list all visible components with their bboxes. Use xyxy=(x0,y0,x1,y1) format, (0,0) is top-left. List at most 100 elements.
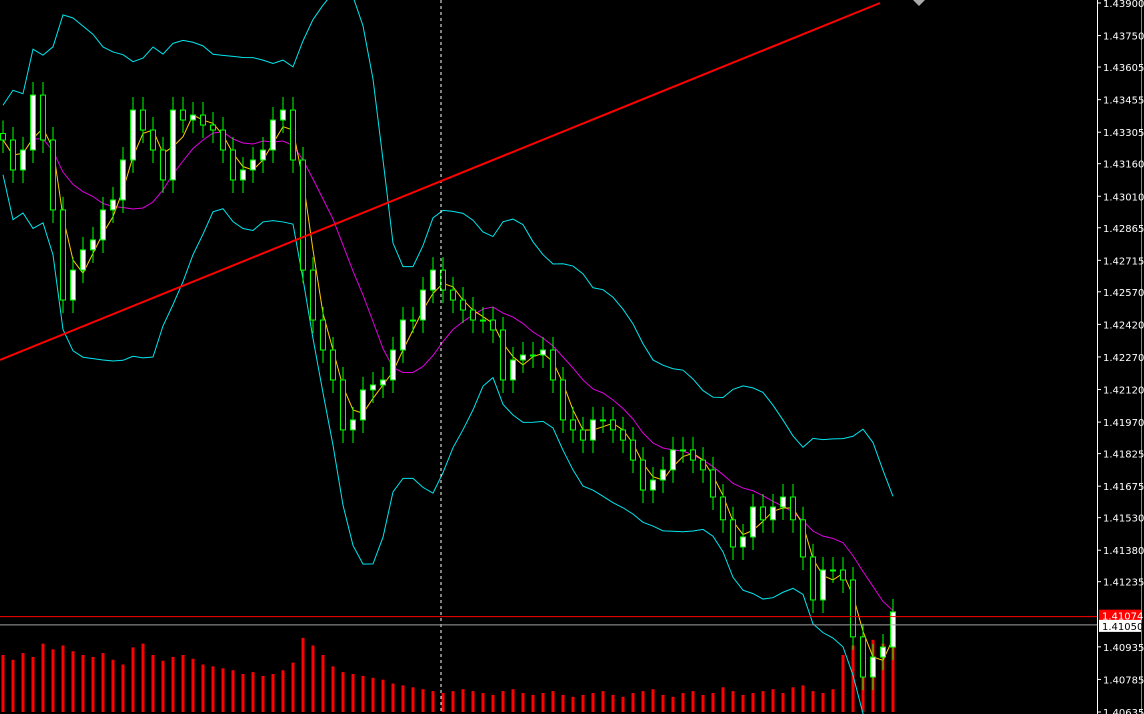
volume-bar xyxy=(811,691,815,712)
candle-body xyxy=(390,349,396,381)
candle-body xyxy=(460,299,466,311)
candle-body xyxy=(180,109,186,121)
candle-body xyxy=(300,159,306,271)
candle-body xyxy=(840,569,846,581)
axis-ticks: 1.43900 1.43750 1.43605 1.43455 1.43305 1.431… xyxy=(1097,0,1144,714)
volume-bars xyxy=(1,626,895,712)
candle-body xyxy=(70,269,76,301)
candle-body xyxy=(890,611,896,648)
candle-body xyxy=(640,459,646,491)
volume-bar xyxy=(641,691,645,712)
candle-body xyxy=(130,109,136,161)
axis-tick-label: 1.41380 xyxy=(1103,546,1144,557)
candle-body xyxy=(170,109,176,181)
volume-bar xyxy=(851,645,855,712)
volume-bar xyxy=(501,691,505,712)
candle-body xyxy=(540,349,546,356)
candle-body xyxy=(520,354,526,361)
volume-bar xyxy=(351,674,355,712)
candle-body xyxy=(810,556,816,601)
volume-bar xyxy=(491,694,495,712)
candle-body xyxy=(30,94,36,151)
volume-bar xyxy=(571,696,575,712)
candle-body xyxy=(870,656,876,678)
bid-label-bg xyxy=(1099,619,1141,632)
axis-tick-label: 1.41825 xyxy=(1103,450,1144,461)
candle-body xyxy=(780,496,786,508)
candle-body xyxy=(760,506,766,521)
candle-body xyxy=(90,239,96,251)
candle-body xyxy=(10,139,16,171)
trendline[interactable] xyxy=(0,2,881,361)
candle-body xyxy=(350,419,356,431)
candle-body xyxy=(580,429,586,441)
hline-price-label: 1.41074 xyxy=(1102,612,1143,623)
volume-bar xyxy=(191,658,195,712)
candle-body xyxy=(370,384,376,391)
bollinger-upper xyxy=(2,0,894,497)
candle-body xyxy=(530,354,536,357)
volume-bar xyxy=(11,659,15,712)
candle-body xyxy=(140,109,146,131)
candle-body xyxy=(570,419,576,431)
candle-body xyxy=(790,496,796,521)
candle-body xyxy=(0,133,6,141)
volume-bar xyxy=(431,691,435,712)
volume-bar xyxy=(531,694,535,712)
axis-tick-label: 1.43160 xyxy=(1103,160,1144,171)
volume-bar xyxy=(841,655,845,712)
candle-body xyxy=(750,506,756,538)
volume-bar xyxy=(421,689,425,712)
candle-body xyxy=(50,139,56,211)
volume-bar xyxy=(151,655,155,712)
candle-body xyxy=(770,506,776,521)
volume-bar xyxy=(681,693,685,712)
volume-bar xyxy=(521,693,525,712)
fast-moving-average xyxy=(2,114,894,662)
candle-body xyxy=(190,114,196,121)
candle-body xyxy=(600,419,606,422)
moving-average xyxy=(2,131,894,612)
candle-body xyxy=(480,319,486,322)
candle-body xyxy=(210,124,216,131)
axis-tick-label: 1.42120 xyxy=(1103,386,1144,397)
volume-bar xyxy=(891,626,895,712)
volume-bar xyxy=(301,637,305,712)
price-axis[interactable] xyxy=(1097,0,1144,714)
axis-tick-label: 1.43010 xyxy=(1103,192,1144,203)
candle-body xyxy=(310,269,316,321)
volume-bar xyxy=(661,694,665,712)
axis-tick-label: 1.43750 xyxy=(1103,32,1144,43)
axis-tick-label: 1.42715 xyxy=(1103,256,1144,267)
candle-body xyxy=(40,94,46,141)
volume-bar xyxy=(551,691,555,712)
volume-bar xyxy=(331,666,335,712)
volume-bar xyxy=(61,645,65,712)
candle-body xyxy=(340,379,346,431)
candle-body xyxy=(510,359,516,381)
candle-body xyxy=(500,329,506,381)
volume-bar xyxy=(451,691,455,712)
candle-body xyxy=(270,119,276,151)
volume-bar xyxy=(171,656,175,712)
volume-bar xyxy=(771,689,775,712)
volume-bar xyxy=(411,687,415,712)
candle-body xyxy=(550,349,556,381)
volume-bar xyxy=(721,687,725,712)
volume-bar xyxy=(391,683,395,712)
volume-bar xyxy=(511,689,515,712)
volume-bar xyxy=(881,643,885,712)
candle-body xyxy=(850,579,856,638)
candle-body xyxy=(710,469,716,498)
volume-bar xyxy=(141,643,145,712)
volume-bar xyxy=(41,643,45,712)
axis-tick-label: 1.41970 xyxy=(1103,418,1144,429)
candle-body xyxy=(830,569,836,572)
scroll-marker-icon[interactable] xyxy=(913,0,925,6)
candles xyxy=(0,82,896,691)
volume-bar xyxy=(111,659,115,712)
volume-bar xyxy=(791,687,795,712)
volume-bar xyxy=(241,674,245,712)
candle-body xyxy=(560,379,566,421)
